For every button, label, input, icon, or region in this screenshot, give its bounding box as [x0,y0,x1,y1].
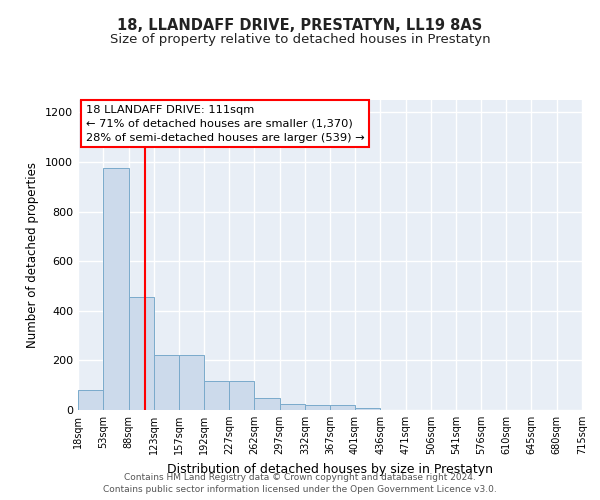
Bar [78,390,103,410]
Bar [355,408,380,410]
Bar [154,356,179,410]
Bar [179,356,204,410]
Text: Contains HM Land Registry data © Crown copyright and database right 2024.: Contains HM Land Registry data © Crown c… [124,472,476,482]
Y-axis label: Number of detached properties: Number of detached properties [26,162,40,348]
Bar [204,382,229,410]
X-axis label: Distribution of detached houses by size in Prestatyn: Distribution of detached houses by size … [167,462,493,475]
Text: 18 LLANDAFF DRIVE: 111sqm
← 71% of detached houses are smaller (1,370)
28% of se: 18 LLANDAFF DRIVE: 111sqm ← 71% of detac… [86,104,364,142]
Bar [229,382,254,410]
Text: Size of property relative to detached houses in Prestatyn: Size of property relative to detached ho… [110,32,490,46]
Text: 18, LLANDAFF DRIVE, PRESTATYN, LL19 8AS: 18, LLANDAFF DRIVE, PRESTATYN, LL19 8AS [118,18,482,32]
Bar [128,297,154,410]
Bar [331,405,355,410]
Bar [280,404,305,410]
Text: Contains public sector information licensed under the Open Government Licence v3: Contains public sector information licen… [103,485,497,494]
Bar [254,398,280,410]
Bar [305,405,331,410]
Bar [103,168,128,410]
